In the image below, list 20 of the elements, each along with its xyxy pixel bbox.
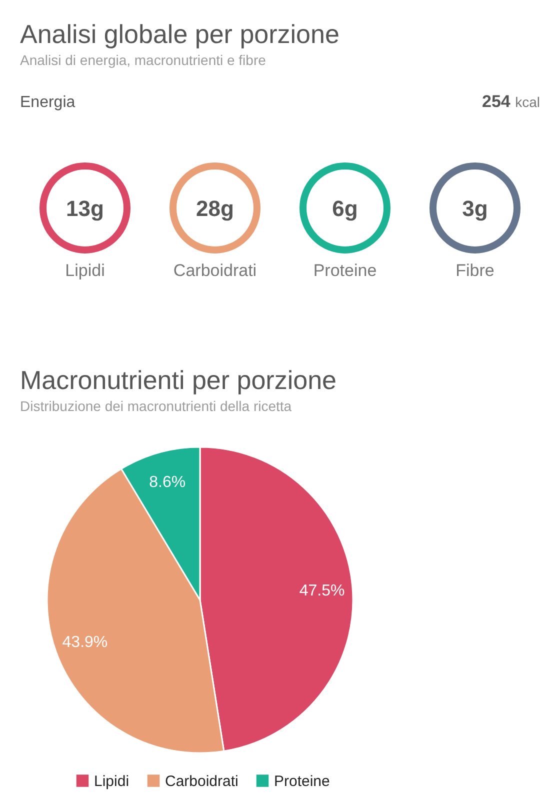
category-label: Lipidi (65, 261, 105, 280)
legend-label: Proteine (274, 772, 330, 790)
text: Energia (20, 94, 76, 111)
chart-subtitle: Distribuzione dei macronutrienti della ricetta (20, 398, 292, 414)
data-label: 3g (462, 196, 488, 221)
chart-title: Macronutrienti per porzione (20, 365, 336, 395)
data-label: 8.6% (149, 474, 186, 492)
legend-label: Carboidrati (165, 772, 238, 790)
legend-label: Lipidi (94, 772, 130, 790)
data-label: 28g (196, 196, 234, 221)
data-label: 43.9% (62, 634, 108, 651)
text: 254 kcal (482, 92, 540, 111)
data-label: 47.5% (299, 582, 345, 600)
category-label: Fibre (456, 261, 494, 280)
text: Analisi globale per porzione (20, 19, 340, 49)
category-label: Carboidrati (173, 261, 257, 280)
data-label: 13g (66, 196, 104, 221)
data-label: 6g (332, 196, 358, 221)
category-label: Proteine (313, 261, 377, 280)
text: Analisi di energia, macronutrienti e fibre (20, 52, 266, 68)
